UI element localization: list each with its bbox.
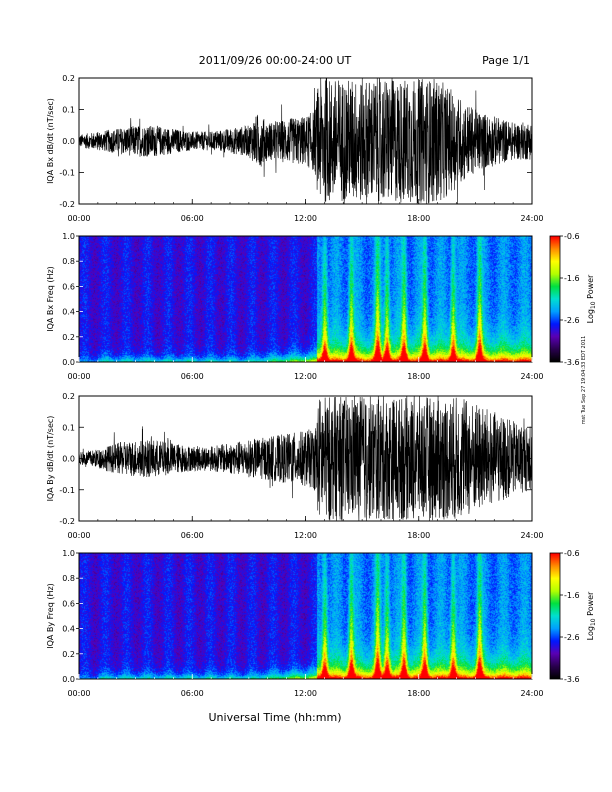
- y-tick-label: 0.0: [62, 358, 75, 367]
- y-tick-label: 0.8: [62, 574, 75, 583]
- y-tick-label: -0.2: [59, 517, 75, 526]
- chart-panel-bx_spectrogram: -0.6 -1.6 -2.6 -3.6 Log10 Power 0.0 0.2 0.4 0.6 0…: [46, 232, 597, 381]
- y-tick-label: 1.0: [62, 549, 75, 558]
- chart-panel-by_dbdt: -0.2 -0.1 0.0 0.1 0.2 00:00 06:00 12:00 18:00 24:…: [46, 392, 544, 540]
- x-tick-label: 18:00: [407, 372, 430, 381]
- y-tick-label: 0.2: [62, 74, 75, 83]
- plot-panels: -0.2 -0.1 0.0 0.1 0.2 00:00 06:00 12:00 18:00 24:…: [46, 74, 597, 698]
- colorbar-tick-label: -0.6: [564, 549, 580, 558]
- x-tick-label: 00:00: [67, 689, 90, 698]
- colorbar-canvas: [550, 236, 560, 362]
- colorbar-frame: [549, 235, 561, 363]
- x-tick-label: 00:00: [67, 214, 90, 223]
- chart-panel-bx_dbdt: -0.2 -0.1 0.0 0.1 0.2 00:00 06:00 12:00 18:00 24:…: [46, 74, 544, 223]
- page-title: 2011/09/26 00:00-24:00 UT: [199, 54, 352, 67]
- x-tick-label: 06:00: [181, 372, 204, 381]
- spectrogram-image: [79, 553, 532, 679]
- y-tick-label: -0.1: [59, 169, 75, 178]
- y-tick-label: 0.2: [62, 333, 75, 342]
- y-tick-label: 0.0: [62, 455, 75, 464]
- page-number: Page 1/1: [482, 54, 530, 67]
- spectrogram-canvas: [79, 553, 532, 679]
- colorbar-tick-label: -0.6: [564, 232, 580, 241]
- x-tick-label: 12:00: [294, 689, 317, 698]
- chart-panel-by_spectrogram: -0.6 -1.6 -2.6 -3.6 Log10 Power 0.0 0.2 0.4 0.6 0…: [46, 549, 597, 698]
- y-tick-label: -0.2: [59, 200, 75, 209]
- y-tick-label: 0.6: [62, 282, 75, 291]
- y-tick-label: 0.2: [62, 650, 75, 659]
- y-tick-label: 0.1: [62, 423, 75, 432]
- colorbar-tick-label: -1.6: [564, 274, 580, 283]
- colorbar-frame: [549, 552, 561, 680]
- x-tick-label: 00:00: [67, 372, 90, 381]
- y-axis-title: IQA By Freq (Hz): [46, 583, 55, 649]
- y-tick-label: 0.6: [62, 599, 75, 608]
- x-tick-label: 18:00: [407, 689, 430, 698]
- spectrogram-image: [79, 236, 532, 362]
- series-line: [79, 78, 532, 204]
- y-tick-label: 0.2: [62, 392, 75, 401]
- y-tick-label: 1.0: [62, 232, 75, 241]
- colorbar-tick-label: -2.6: [564, 633, 580, 642]
- x-tick-label: 18:00: [407, 531, 430, 540]
- y-axis-title: IQA Bx Freq (Hz): [46, 266, 55, 332]
- x-tick-label: 06:00: [181, 531, 204, 540]
- y-tick-label: 0.1: [62, 106, 75, 115]
- x-tick-label: 12:00: [294, 214, 317, 223]
- spectrogram-canvas: [79, 236, 532, 362]
- y-axis-title: IQA Bx dB/dt (nT/sec): [46, 98, 55, 184]
- colorbar-label: Log10 Power: [586, 591, 597, 640]
- colorbar-tick-label: -3.6: [564, 675, 580, 684]
- y-tick-label: 0.0: [62, 675, 75, 684]
- x-tick-label: 24:00: [520, 372, 543, 381]
- x-tick-label: 18:00: [407, 214, 430, 223]
- x-axis-title: Universal Time (hh:mm): [209, 711, 342, 724]
- y-tick-label: 0.8: [62, 257, 75, 266]
- x-tick-label: 06:00: [181, 689, 204, 698]
- x-tick-label: 24:00: [520, 214, 543, 223]
- colorbar-tick-label: -1.6: [564, 591, 580, 600]
- y-tick-label: 0.0: [62, 137, 75, 146]
- x-tick-label: 24:00: [520, 531, 543, 540]
- colorbar-tick-label: -3.6: [564, 358, 580, 367]
- colorbar: [550, 553, 560, 679]
- x-tick-label: 12:00: [294, 372, 317, 381]
- colorbar-label: Log10 Power: [586, 274, 597, 323]
- x-tick-label: 24:00: [520, 689, 543, 698]
- y-axis-title: IQA By dB/dt (nT/sec): [46, 416, 55, 502]
- x-tick-label: 06:00: [181, 214, 204, 223]
- x-tick-label: 12:00: [294, 531, 317, 540]
- colorbar-canvas: [550, 553, 560, 679]
- side-note: mst Tue Sep 27 19:04:33 EDT 2011: [581, 336, 587, 425]
- colorbar: [550, 236, 560, 362]
- colorbar-tick-label: -2.6: [564, 316, 580, 325]
- x-tick-label: 00:00: [67, 531, 90, 540]
- series-line: [79, 396, 532, 521]
- y-tick-label: 0.4: [62, 625, 75, 634]
- y-tick-label: 0.4: [62, 308, 75, 317]
- y-tick-label: -0.1: [59, 486, 75, 495]
